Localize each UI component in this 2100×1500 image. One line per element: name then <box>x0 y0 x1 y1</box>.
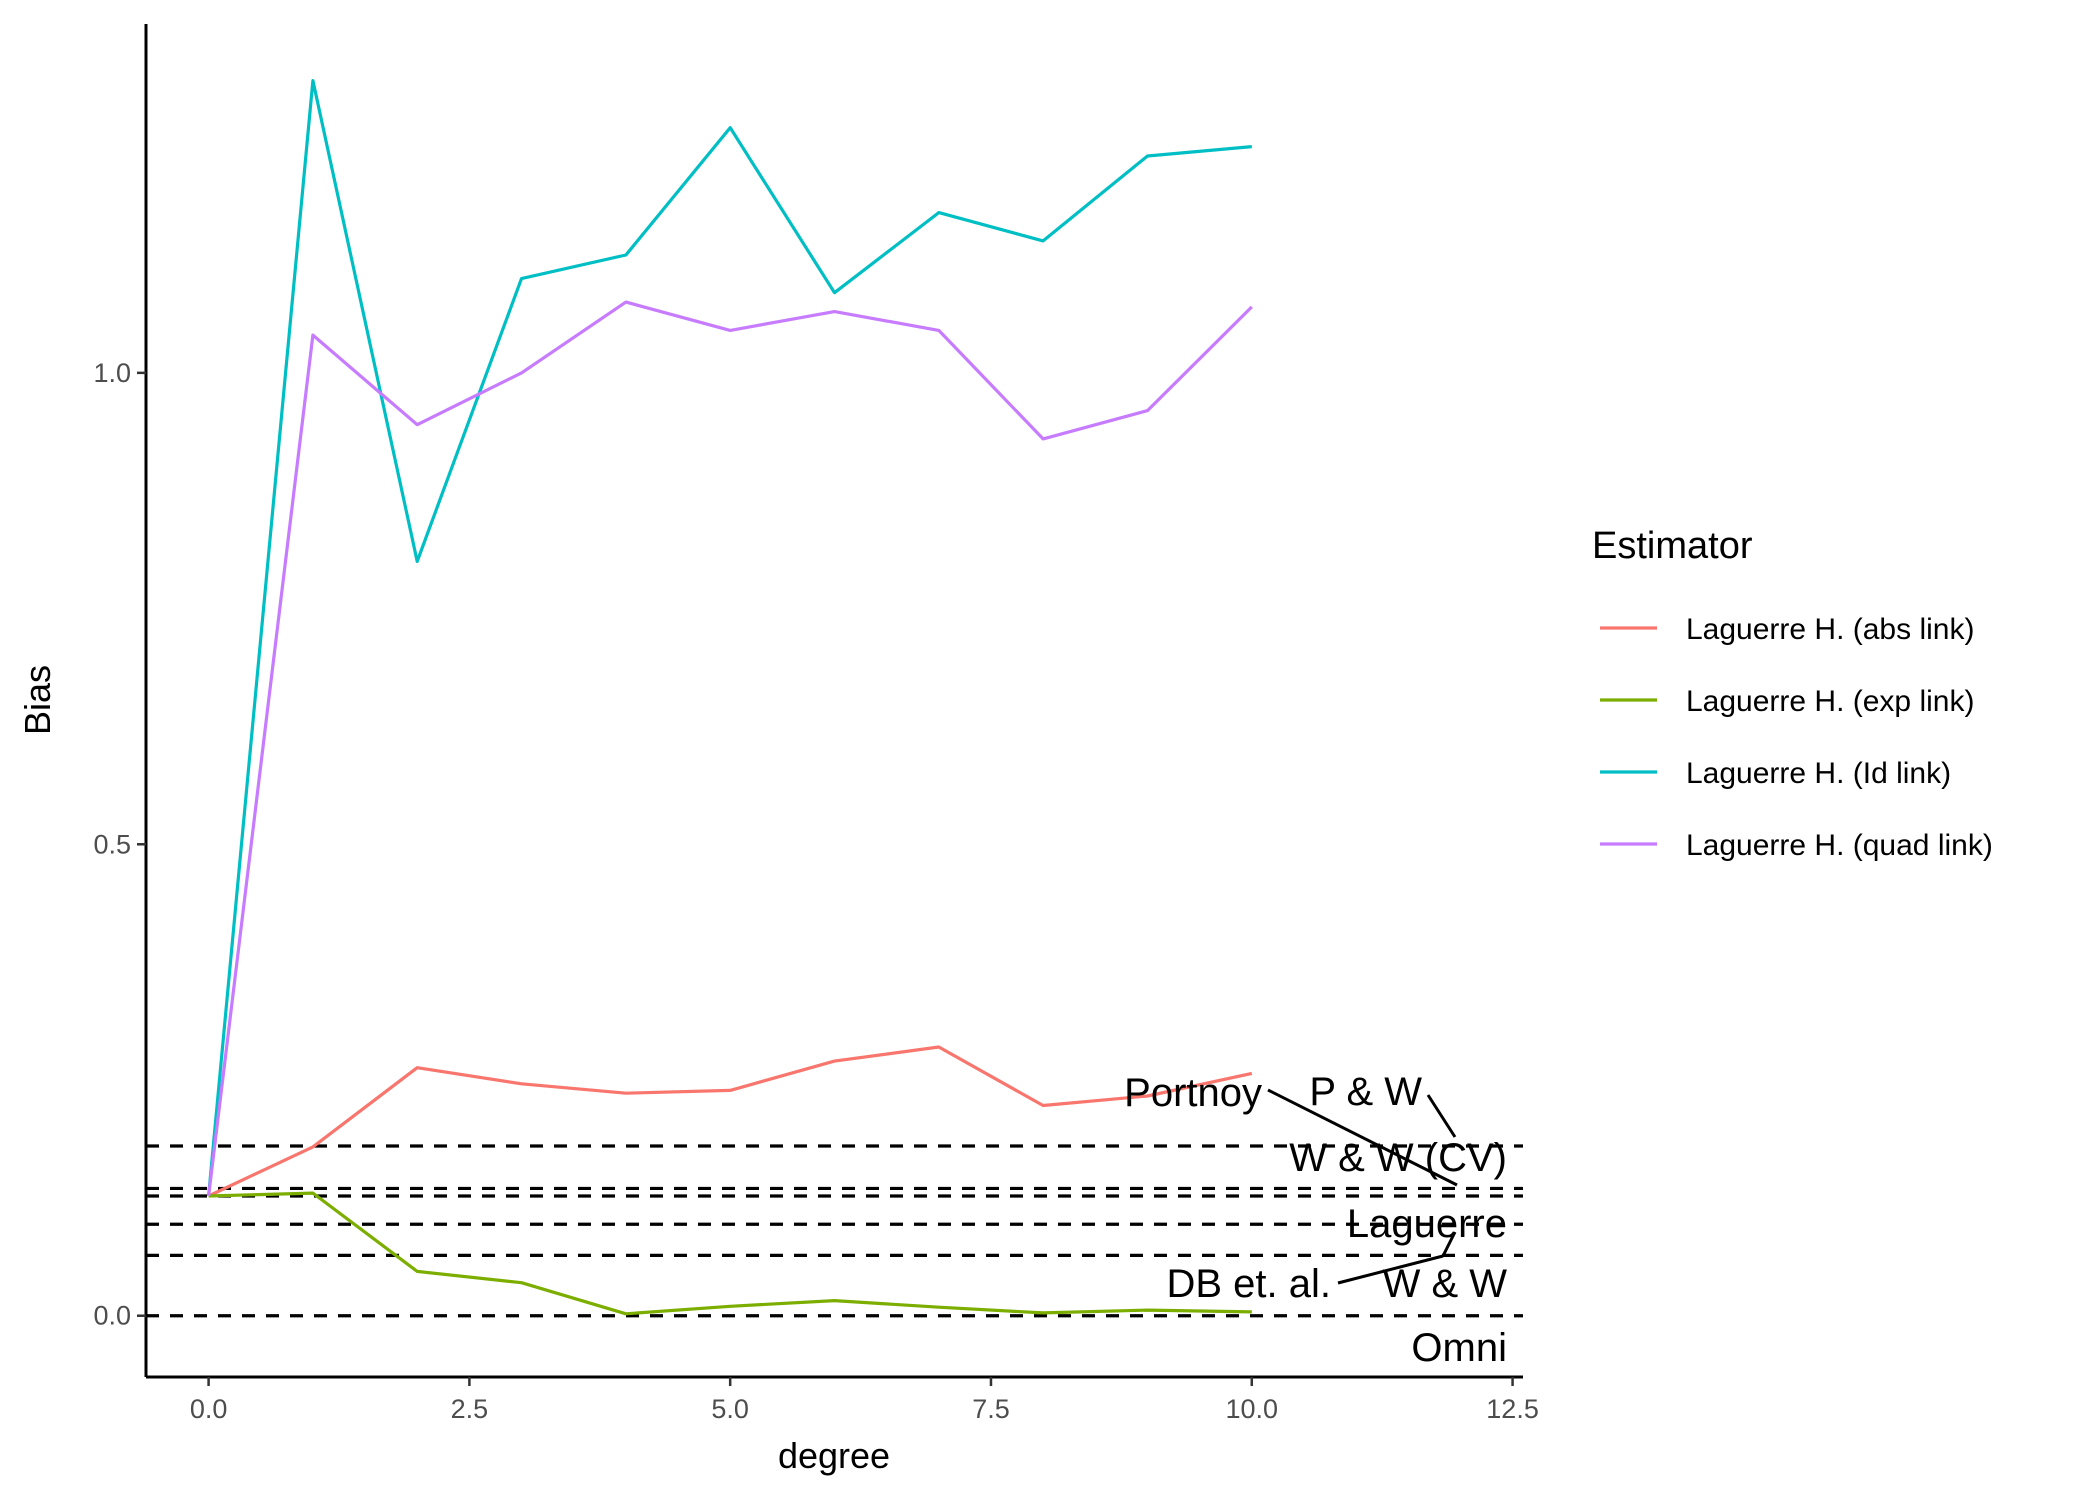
legend-item: Laguerre H. (quad link) <box>1600 829 1993 862</box>
legend-item: Laguerre H. (exp link) <box>1600 685 1974 718</box>
legend-title: Estimator <box>1592 525 1753 567</box>
y-tick-label: 1.0 <box>93 358 131 388</box>
ww-leader-line <box>1337 1254 1444 1285</box>
x-tick-label: 5.0 <box>711 1394 749 1424</box>
label-db-et-al: DB et. al. <box>1166 1262 1331 1306</box>
series-line-3 <box>207 300 1253 1197</box>
legend-label: Laguerre H. (exp link) <box>1686 685 1974 718</box>
x-ticks: 0.0 2.5 5.0 7.5 10.0 12.5 <box>190 1377 1539 1424</box>
portnoy-leader-line <box>1267 1088 1458 1187</box>
legend-label: Laguerre H. (abs link) <box>1686 613 1974 646</box>
x-tick-label: 0.0 <box>190 1394 228 1424</box>
label-omni: Omni <box>1411 1326 1507 1370</box>
legend-label: Laguerre H. (quad link) <box>1686 829 1993 862</box>
label-pw: P & W <box>1309 1070 1422 1114</box>
legend-label: Laguerre H. (Id link) <box>1686 757 1951 790</box>
reference-line-annotations: Portnoy P & W W & W (CV) Laguerre W & W … <box>1124 1070 1507 1370</box>
legend-item: Laguerre H. (Id link) <box>1600 757 1951 790</box>
series-line-1 <box>208 1191 1252 1316</box>
label-ww-cv: W & W (CV) <box>1289 1136 1507 1180</box>
x-tick-label: 10.0 <box>1225 1394 1278 1424</box>
x-tick-label: 7.5 <box>972 1394 1010 1424</box>
series-line-0 <box>207 1045 1253 1198</box>
y-tick-label: 0.0 <box>93 1301 131 1331</box>
y-ticks: 0.0 0.5 1.0 <box>93 358 146 1331</box>
axes <box>144 24 1523 1379</box>
legend-item: Laguerre H. (abs link) <box>1600 613 1974 646</box>
y-axis-title: Bias <box>17 665 58 735</box>
series-line-2 <box>207 78 1252 1197</box>
x-tick-label: 2.5 <box>451 1394 489 1424</box>
x-axis-title: degree <box>778 1435 890 1476</box>
legend-items: Laguerre H. (abs link) Laguerre H. (exp l… <box>1600 613 1993 862</box>
laguerre-leader-line <box>1441 1231 1457 1257</box>
label-portnoy: Portnoy <box>1124 1071 1262 1115</box>
pw-leader-line <box>1426 1094 1457 1138</box>
label-ww: W & W <box>1383 1262 1508 1306</box>
y-tick-label: 0.5 <box>93 829 131 859</box>
label-laguerre: Laguerre <box>1347 1202 1507 1246</box>
legend: Estimator Laguerre H. (abs link)Laguerre… <box>1592 525 1993 862</box>
series-lines <box>207 78 1253 1316</box>
x-tick-label: 12.5 <box>1486 1394 1539 1424</box>
